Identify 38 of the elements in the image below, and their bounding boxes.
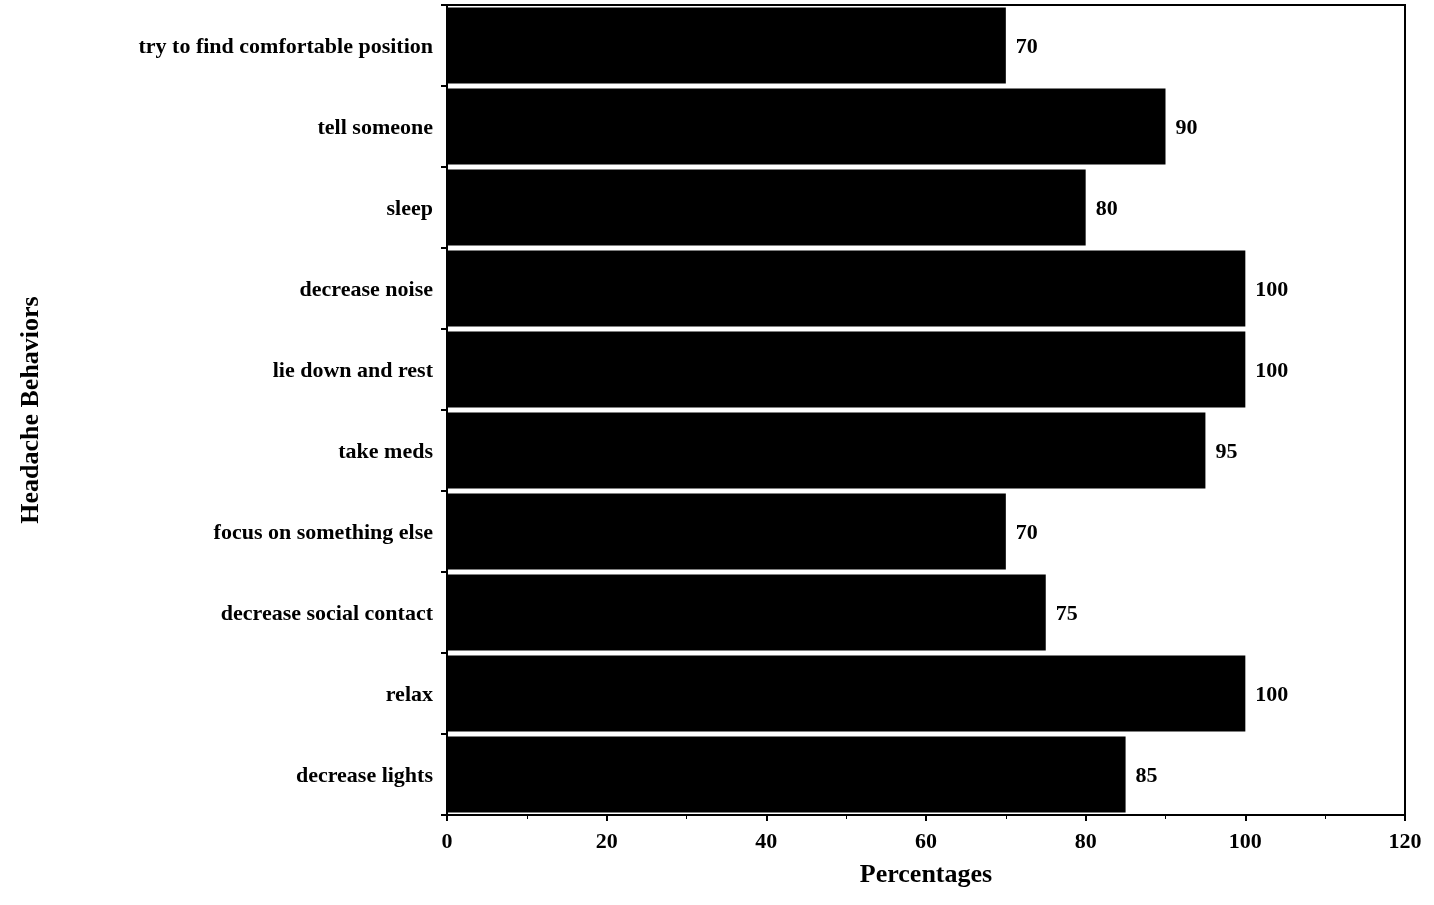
data-label: 100: [1255, 276, 1289, 301]
y-tick-label: try to find comfortable position: [138, 33, 433, 58]
y-tick-label: relax: [385, 681, 433, 706]
bar: [447, 736, 1126, 813]
y-tick-label: decrease social contact: [220, 600, 434, 625]
data-label: 70: [1015, 519, 1038, 544]
data-label: 90: [1175, 114, 1198, 139]
bar: [447, 169, 1086, 246]
y-tick-label: decrease noise: [299, 276, 434, 301]
data-label: 100: [1255, 357, 1289, 382]
bar: [447, 574, 1046, 651]
bar: [447, 493, 1006, 570]
y-tick-label: decrease lights: [295, 762, 434, 787]
data-label: 70: [1015, 33, 1038, 58]
y-axis-title: Headache Behaviors: [14, 296, 44, 524]
x-tick-label: 80: [1074, 827, 1097, 853]
data-label: 95: [1215, 438, 1238, 463]
x-tick-label: 120: [1388, 827, 1422, 853]
y-tick-label: take meds: [338, 438, 434, 463]
y-tick-label: sleep: [386, 195, 433, 220]
bar: [447, 655, 1246, 732]
x-axis-title: Percentages: [859, 858, 993, 888]
bar: [447, 88, 1166, 165]
data-label: 100: [1255, 681, 1289, 706]
x-tick-label: 60: [915, 827, 937, 853]
y-tick-label: focus on something else: [213, 519, 434, 544]
bar: [447, 331, 1246, 408]
data-label: 85: [1135, 762, 1158, 787]
bar: [447, 412, 1206, 489]
x-tick-label: 20: [595, 827, 618, 853]
x-tick-label: 100: [1228, 827, 1262, 853]
y-tick-label: tell someone: [317, 114, 434, 139]
x-tick-label: 40: [755, 827, 778, 853]
bar: [447, 250, 1246, 327]
y-tick-label: lie down and rest: [272, 357, 434, 382]
data-label: 75: [1055, 600, 1078, 625]
data-label: 80: [1095, 195, 1118, 220]
x-tick-label: 0: [441, 827, 453, 853]
